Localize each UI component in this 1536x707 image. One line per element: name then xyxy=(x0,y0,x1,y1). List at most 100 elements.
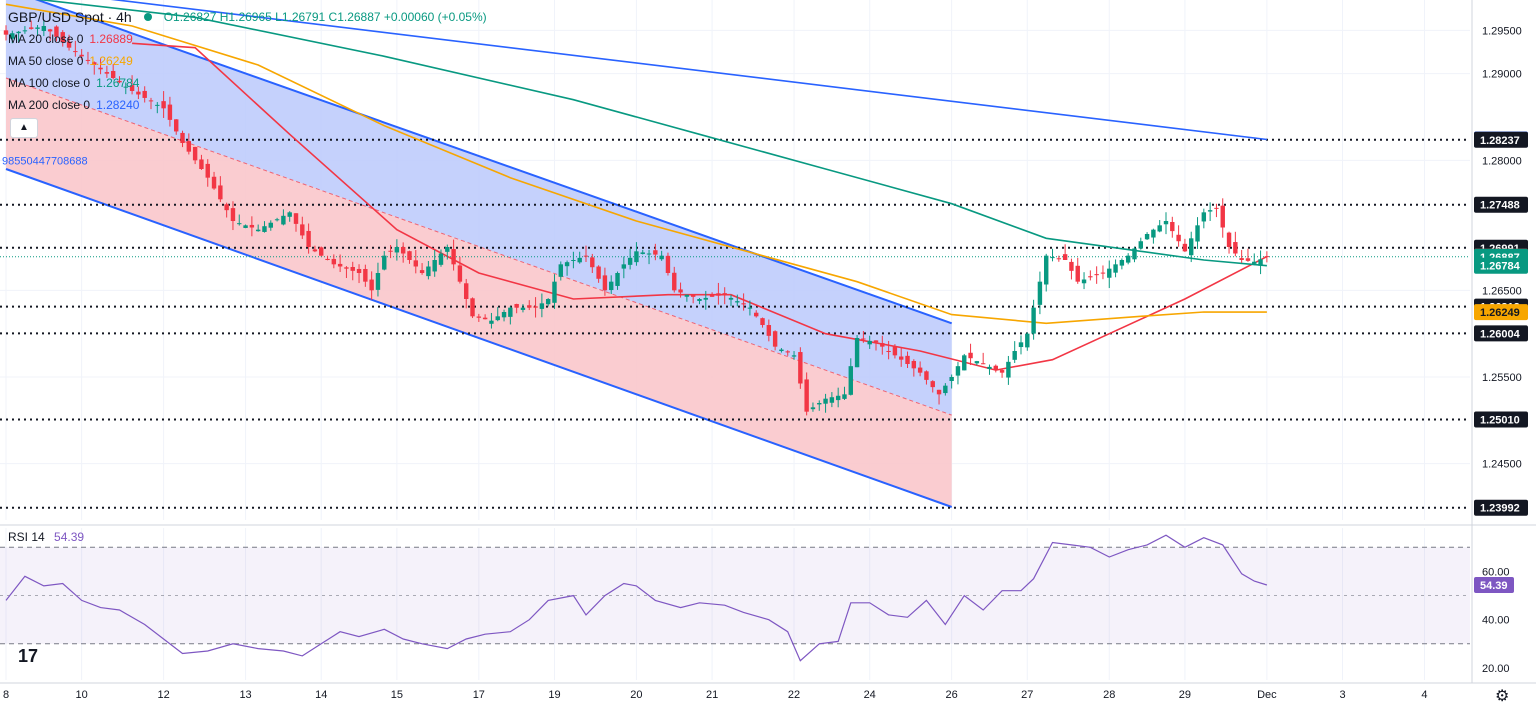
candle-body xyxy=(936,389,942,395)
ma-line-ma50 xyxy=(5,3,1267,325)
tradingview-logo[interactable]: 17 xyxy=(18,646,39,666)
rsi-legend[interactable]: RSI 14 54.39 xyxy=(8,530,84,544)
indicator-ma100[interactable]: MA 100 close 0 1.26784 xyxy=(8,72,487,94)
candle-body xyxy=(104,72,110,74)
price-tag-label: 1.27488 xyxy=(1480,200,1520,212)
candle-body xyxy=(1050,257,1055,259)
candle-body xyxy=(659,255,664,260)
candle-body xyxy=(508,307,513,317)
x-tick-label: 19 xyxy=(548,689,560,701)
candles-group xyxy=(3,20,1270,416)
candle-body xyxy=(646,253,652,255)
candle-body xyxy=(1151,229,1156,238)
indicator-label: MA 20 close 0 xyxy=(8,32,84,46)
rsi-tick-label: 60.00 xyxy=(1482,566,1510,578)
candle-body xyxy=(779,349,784,352)
candle-body xyxy=(388,250,393,252)
price-tag-bg xyxy=(1474,499,1528,516)
candle-body xyxy=(1144,234,1150,240)
price-tag-label: 1.26784 xyxy=(1480,261,1521,273)
candle-body xyxy=(634,251,639,263)
candle-body xyxy=(85,59,91,61)
candle-body xyxy=(1031,307,1036,334)
candle-body xyxy=(558,264,563,277)
candle-body xyxy=(60,32,65,43)
candle-body xyxy=(886,350,891,352)
price-tag-label: 1.26249 xyxy=(1480,307,1520,319)
candle-body xyxy=(514,304,519,308)
candle-body xyxy=(1195,225,1200,242)
candle-body xyxy=(1012,351,1017,360)
candle-body xyxy=(867,340,872,345)
candle-body xyxy=(949,377,954,381)
y-tick-label: 1.28000 xyxy=(1482,155,1522,167)
candle-body xyxy=(520,307,526,310)
candle-body xyxy=(356,268,362,273)
candle-body xyxy=(54,26,59,37)
candle-body xyxy=(533,306,538,308)
candle-body xyxy=(810,407,816,410)
ohlc-values: O1.26827 H1.26965 L1.26791 C1.26887 +0.0… xyxy=(163,10,487,24)
candle-body xyxy=(829,397,835,403)
indicator-value: 1.26889 xyxy=(89,32,133,46)
candle-body xyxy=(243,225,248,228)
price-tag-label: 1.28237 xyxy=(1480,135,1520,147)
candle-body xyxy=(41,26,47,32)
indicator-ma200[interactable]: MA 200 close 0 1.28240 xyxy=(8,94,487,116)
candle-body xyxy=(110,70,116,78)
candle-body xyxy=(735,301,740,303)
candle-body xyxy=(123,86,128,88)
channel-lower-fill xyxy=(6,78,952,507)
candle-body xyxy=(268,222,273,228)
candle-body xyxy=(1044,255,1049,285)
candle-body xyxy=(1107,268,1112,278)
price-tag-label: 1.26004 xyxy=(1480,328,1521,340)
candle-body xyxy=(602,275,608,291)
candle-body xyxy=(482,317,488,320)
candle-body xyxy=(73,51,78,53)
x-tick-label: 8 xyxy=(3,689,9,701)
ma-line-ma200 xyxy=(110,0,1267,141)
candle-body xyxy=(678,289,683,293)
x-tick-label: 12 xyxy=(157,689,169,701)
gear-icon[interactable]: ⚙ xyxy=(1495,688,1510,705)
candle-body xyxy=(772,331,778,347)
chevron-up-icon[interactable]: ▲ xyxy=(10,118,38,138)
candle-body xyxy=(319,247,324,256)
channel-upper-fill xyxy=(6,0,952,416)
candle-body xyxy=(174,119,179,132)
x-tick-label: 14 xyxy=(315,689,327,701)
candle-body xyxy=(880,343,885,347)
candle-body xyxy=(1182,243,1188,252)
candle-body xyxy=(407,251,412,260)
indicator-ma50[interactable]: MA 50 close 0 1.26249 xyxy=(8,50,487,72)
candle-body xyxy=(980,363,986,365)
indicator-label: MA 100 close 0 xyxy=(8,76,91,90)
candle-body xyxy=(192,146,198,161)
candle-body xyxy=(426,266,431,277)
price-tag-bg xyxy=(1474,131,1528,148)
candle-body xyxy=(848,366,853,395)
candle-body xyxy=(627,257,633,265)
x-tick-label: 27 xyxy=(1021,689,1033,701)
x-tick-label: 20 xyxy=(630,689,642,701)
candle-body xyxy=(873,340,879,343)
candle-body xyxy=(1220,205,1225,228)
candle-body xyxy=(495,316,500,321)
candle-body xyxy=(930,381,935,388)
candle-body xyxy=(337,263,343,267)
indicator-ma20[interactable]: MA 20 close 0 1.26889 xyxy=(8,28,487,50)
candle-body xyxy=(1189,238,1194,256)
candle-body xyxy=(716,293,721,296)
candle-body xyxy=(684,294,690,297)
x-tick-label: 4 xyxy=(1421,689,1427,701)
symbol-title[interactable]: GBP/USD Spot · 4h xyxy=(8,9,132,25)
candle-body xyxy=(754,312,759,317)
candle-body xyxy=(854,338,860,368)
candle-body xyxy=(224,204,229,211)
candle-body xyxy=(552,281,557,303)
candle-body xyxy=(1176,234,1181,242)
rsi-line xyxy=(5,534,1268,662)
candle-body xyxy=(1100,272,1106,274)
